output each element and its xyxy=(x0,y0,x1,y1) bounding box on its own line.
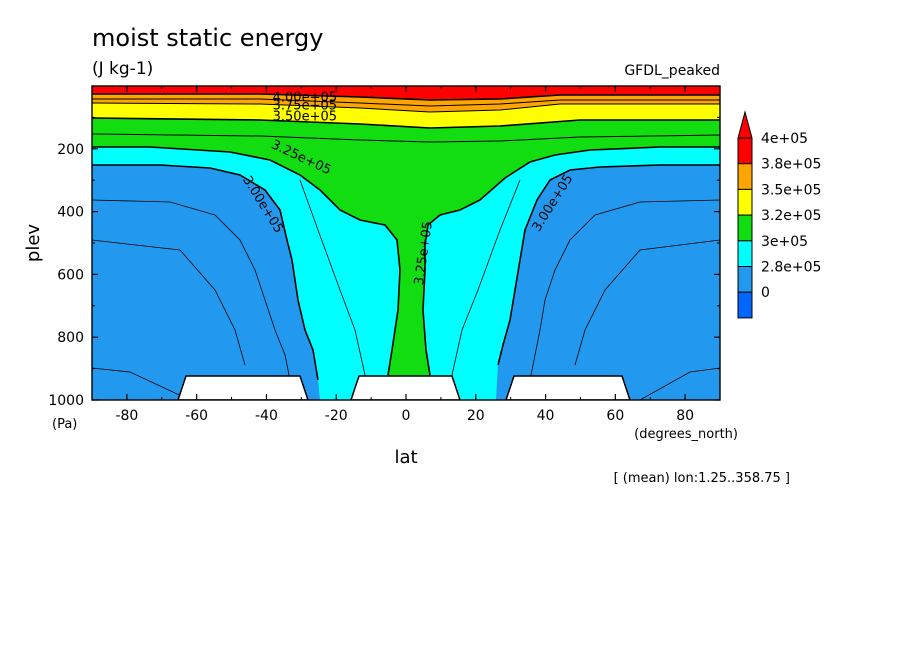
x-axis-units: (degrees_north) xyxy=(634,427,738,442)
colorbar-swatch xyxy=(737,291,753,319)
chart-title: moist static energy xyxy=(92,24,323,52)
colorbar-label: 3e+05 xyxy=(761,234,808,250)
colorbar-label: 2.8e+05 xyxy=(761,260,821,276)
colorbar-swatch xyxy=(737,266,753,293)
x-tick-label: -60 xyxy=(185,408,208,424)
x-tick-label: -40 xyxy=(255,408,278,424)
x-tick-label: 60 xyxy=(606,408,624,424)
colorbar-swatch xyxy=(737,214,753,242)
colorbar-label: 3.2e+05 xyxy=(761,208,821,224)
mean-note: [ (mean) lon:1.25..358.75 ] xyxy=(614,471,790,486)
x-tick-label: 80 xyxy=(676,408,694,424)
x-tick-label: -20 xyxy=(325,408,348,424)
colorbar: 4e+05 3.8e+05 3.5e+05 3.2e+05 3e+05 2.8e+05 0 xyxy=(737,110,821,319)
colorbar-label: 0 xyxy=(761,285,770,301)
contour-label: 3.50e+05 xyxy=(273,110,337,125)
y-axis-units: (Pa) xyxy=(52,417,77,432)
y-axis-label: plev xyxy=(23,224,44,263)
x-tick-label: 20 xyxy=(467,408,485,424)
x-tick-label: 40 xyxy=(537,408,555,424)
x-tick-label: 0 xyxy=(402,408,411,424)
colorbar-swatch xyxy=(737,188,753,216)
colorbar-label: 3.5e+05 xyxy=(761,182,821,198)
x-tick-label: -80 xyxy=(115,408,138,424)
colorbar-triangle xyxy=(737,110,753,139)
colorbar-swatch xyxy=(737,163,753,190)
y-tick-label: 800 xyxy=(57,330,84,346)
masked-regions xyxy=(177,375,631,400)
y-axis: 200 400 600 800 1000 xyxy=(48,116,720,409)
dataset-label: GFDL_peaked xyxy=(624,63,720,79)
y-tick-label: 1000 xyxy=(48,393,84,409)
y-tick-label: 600 xyxy=(57,267,84,283)
colorbar-swatch xyxy=(737,240,753,268)
colorbar-label: 4e+05 xyxy=(761,131,808,147)
colorbar-label: 3.8e+05 xyxy=(761,157,821,173)
region-blue-right xyxy=(496,165,720,400)
contour-lines xyxy=(92,93,720,400)
contour-label: 4.00e+05 xyxy=(273,91,337,106)
region-red xyxy=(92,86,720,100)
contour-label: 3.75e+05 xyxy=(273,99,337,114)
x-axis-label: lat xyxy=(394,447,417,468)
y-tick-label: 200 xyxy=(57,142,84,158)
colorbar-swatch xyxy=(737,137,753,165)
region-blue-left xyxy=(92,165,320,400)
x-axis: -80 -60 -40 -20 0 20 40 60 80 xyxy=(91,86,721,424)
y-tick-label: 400 xyxy=(57,205,84,221)
contour-fill xyxy=(92,86,720,400)
chart-units: (J kg-1) xyxy=(92,59,153,79)
